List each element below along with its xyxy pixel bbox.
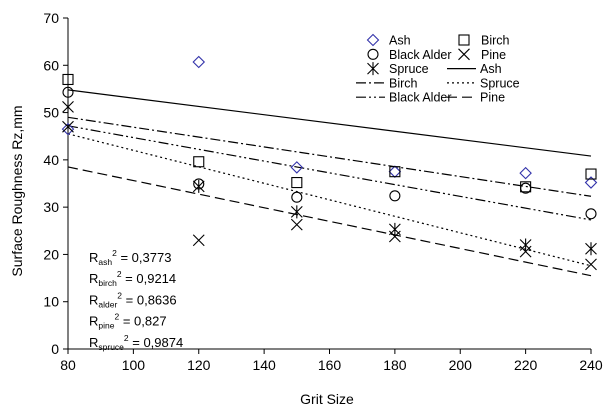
legend-label-ash: Ash: [480, 62, 502, 76]
x-tick-label: 180: [383, 357, 407, 373]
r-squared-birch: Rbirch2 = 0,9214: [89, 269, 176, 288]
point-birch: [193, 156, 205, 168]
y-axis-title: Surface Roughness Rz,mm: [9, 105, 25, 276]
y-tick-label: 70: [43, 10, 59, 26]
trendline-birch: [67, 116, 592, 197]
r-squared-alder: Ralder2 = 0,8636: [89, 290, 177, 309]
point-spruce: [62, 100, 74, 114]
point-black-alder: [585, 208, 597, 220]
legend-marker-pine: [458, 48, 470, 61]
x-tick-label: 120: [187, 357, 211, 373]
trendline-black-alder: [67, 125, 592, 221]
point-pine: [62, 120, 74, 133]
legend-label-black-alder: Black Alder: [389, 48, 452, 62]
x-tick-label: 140: [252, 357, 276, 373]
point-ash: [519, 166, 532, 180]
x-tick-label: 200: [449, 357, 473, 373]
r-squared-spruce: Rspruce2 = 0,9874: [89, 333, 183, 352]
legend-marker-spruce: [367, 62, 379, 76]
point-black-alder: [62, 86, 74, 98]
point-birch: [62, 73, 74, 86]
r-squared-annotations: Rash2 = 0,3773 Rbirch2 = 0,9214 Ralder2 = …: [89, 248, 183, 352]
x-tick-label: 80: [60, 357, 76, 373]
r-squared-pine: Rpine2 = 0,827: [89, 312, 167, 331]
point-spruce: [585, 242, 597, 256]
x-tick-label: 160: [318, 357, 342, 373]
axes: 0 10 20 30 40 50 60 70 80 100 120 140 160 180 200 220 24…: [43, 10, 602, 373]
legend-label-birch: Birch: [481, 34, 510, 48]
point-black-alder: [389, 190, 401, 202]
legend-marker-black-alder: [367, 48, 379, 60]
point-ash: [61, 122, 75, 136]
series-birch: [62, 73, 597, 193]
x-tick-label: 100: [122, 357, 146, 373]
x-axis-title: Grit Size: [300, 391, 354, 406]
point-ash: [584, 176, 598, 189]
legend-label-pine: Pine: [481, 48, 506, 62]
r-squared-ash: Rash2 = 0,3773: [89, 248, 171, 267]
y-tick-label: 10: [43, 294, 59, 310]
legend-marker-birch: [458, 34, 470, 46]
point-ash: [290, 161, 304, 174]
point-spruce: [290, 205, 303, 219]
series-spruce: [62, 100, 597, 256]
legend-label-spruce: Spruce: [480, 76, 520, 90]
point-spruce: [388, 222, 401, 236]
data-points: [61, 55, 598, 271]
y-tick-label: 50: [43, 105, 59, 121]
trendline-ash: [67, 89, 592, 157]
legend-label-birch: Birch: [389, 76, 418, 90]
point-ash: [388, 165, 402, 178]
point-ash: [192, 55, 206, 69]
trendlines: [67, 89, 592, 277]
legend-label-ash: Ash: [389, 34, 411, 48]
y-tick-label: 20: [43, 246, 59, 262]
point-spruce: [192, 179, 205, 193]
point-black-alder: [520, 182, 532, 194]
legend-label-spruce: Spruce: [389, 62, 429, 76]
y-tick-label: 60: [43, 57, 59, 73]
point-birch: [291, 177, 303, 189]
point-pine: [585, 258, 597, 271]
point-birch: [389, 166, 401, 178]
x-tick-label: 220: [514, 357, 538, 373]
y-tick-label: 30: [43, 199, 59, 215]
series-pine: [62, 120, 597, 271]
series-black-alder: [62, 86, 597, 220]
y-tick-label: 0: [51, 341, 59, 357]
x-tick-label: 240: [579, 357, 603, 373]
point-pine: [192, 234, 205, 247]
point-spruce: [519, 238, 532, 252]
y-tick-label: 40: [43, 152, 59, 168]
point-birch: [585, 168, 597, 180]
legend-label-pine: Pine: [480, 91, 505, 105]
legend-label-black-alder: Black Alder: [389, 91, 452, 105]
point-black-alder: [291, 191, 303, 203]
point-pine: [290, 218, 303, 231]
trendline-spruce: [67, 133, 592, 267]
legend-marker-ash: [366, 33, 380, 47]
